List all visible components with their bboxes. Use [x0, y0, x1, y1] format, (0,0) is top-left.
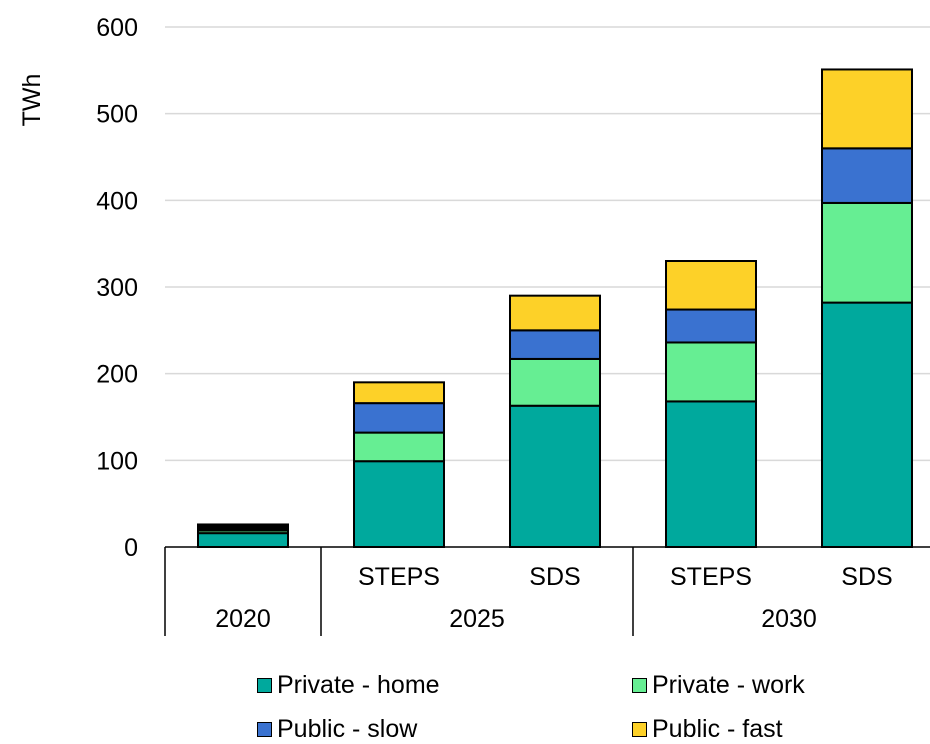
x-group-label: 2030: [761, 605, 817, 633]
legend-swatch: [632, 677, 647, 693]
x-group-label: 2025: [449, 605, 505, 633]
legend-swatch: [257, 721, 272, 737]
y-tick-label: 200: [96, 361, 138, 389]
legend-item-private-home: Private - home: [257, 670, 440, 700]
bar-segment: [353, 381, 445, 405]
bar-segment: [665, 341, 757, 403]
bar-segment: [665, 260, 757, 311]
chart: TWh 0 100 200 300 400 500 600 2020 STEPS SDS 2025…: [18, 14, 930, 636]
y-tick-label: 500: [96, 101, 138, 129]
y-tick-label: 600: [96, 14, 138, 42]
bar-segment: [353, 460, 445, 549]
legend: Private - home Private - work Public - s…: [0, 660, 930, 744]
y-tick-label: 400: [96, 187, 138, 215]
y-axis-label: TWh: [18, 74, 46, 127]
bar-segment: [821, 301, 913, 548]
x-category-label: SDS: [529, 563, 580, 591]
legend-swatch: [257, 677, 272, 693]
bar-segment: [821, 147, 913, 204]
legend-label: Private - home: [277, 671, 440, 699]
legend-item-public-fast: Public - fast: [632, 714, 783, 744]
x-category-label: SDS: [841, 563, 892, 591]
y-tick-labels: 0 100 200 300 400 500 600: [96, 14, 138, 562]
bar-segment: [353, 402, 445, 434]
bar-segment: [197, 523, 289, 529]
bar-segment: [509, 294, 601, 332]
y-tick-label: 0: [124, 534, 138, 562]
bar-segment: [509, 329, 601, 360]
x-axis: 2020 STEPS SDS 2025 STEPS SDS 2030: [164, 546, 930, 636]
x-category-label: STEPS: [358, 563, 440, 591]
bar-segment: [821, 201, 913, 304]
legend-label: Public - fast: [652, 715, 783, 743]
bars: [197, 68, 913, 549]
y-tick-label: 300: [96, 274, 138, 302]
bar-segment: [665, 308, 757, 344]
legend-label: Private - work: [652, 671, 805, 699]
legend-label: Public - slow: [277, 715, 418, 743]
x-group-label: 2020: [215, 605, 271, 633]
legend-swatch: [632, 721, 647, 737]
bar-segment: [353, 431, 445, 463]
bar-segment: [665, 400, 757, 548]
bar-segment: [197, 532, 289, 549]
legend-item-public-slow: Public - slow: [257, 714, 417, 744]
bar-segment: [509, 357, 601, 407]
y-tick-label: 100: [96, 447, 138, 475]
gridlines: [165, 26, 930, 462]
x-category-label: STEPS: [670, 563, 752, 591]
bar-segment: [509, 404, 601, 548]
bar-segment: [821, 68, 913, 150]
legend-item-private-work: Private - work: [632, 670, 805, 700]
